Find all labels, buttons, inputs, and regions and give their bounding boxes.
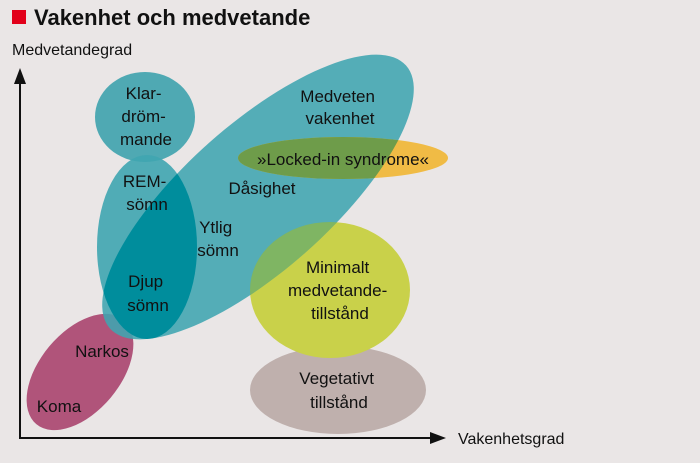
- region-djup-somn-overlap: [102, 155, 197, 339]
- y-axis-arrow-icon: [14, 68, 26, 84]
- page-title: Vakenhet och medvetande: [34, 5, 310, 30]
- label-locked-in: »Locked-in syndrome«: [257, 150, 429, 169]
- label-dasighet: Dåsighet: [228, 179, 295, 198]
- label-ytlig-somn: Ytlig sömn: [197, 218, 239, 260]
- region-narkos-koma: [26, 313, 134, 431]
- label-vegetativt: Vegetativt tillstånd: [299, 369, 378, 412]
- region-vegetativt: [250, 346, 426, 434]
- y-axis-label: Medvetandegrad: [12, 42, 132, 59]
- label-koma: Koma: [37, 397, 82, 416]
- label-minimalt-medvetande: Minimalt medvetande- tillstånd: [288, 258, 392, 323]
- label-narkos: Narkos: [75, 342, 129, 361]
- region-klardrommande: [95, 72, 195, 162]
- x-axis-label: Vakenhetsgrad: [458, 431, 564, 448]
- x-axis-arrow-icon: [430, 432, 446, 444]
- label-klardrommande: Klar- dröm- mande: [120, 84, 172, 149]
- label-rem-somn: REM- sömn: [123, 172, 171, 214]
- label-medveten-vakenhet: Medveten vakenhet: [300, 87, 379, 128]
- label-djup-somn: Djup sömn: [127, 272, 169, 315]
- title-square-icon: [12, 10, 26, 24]
